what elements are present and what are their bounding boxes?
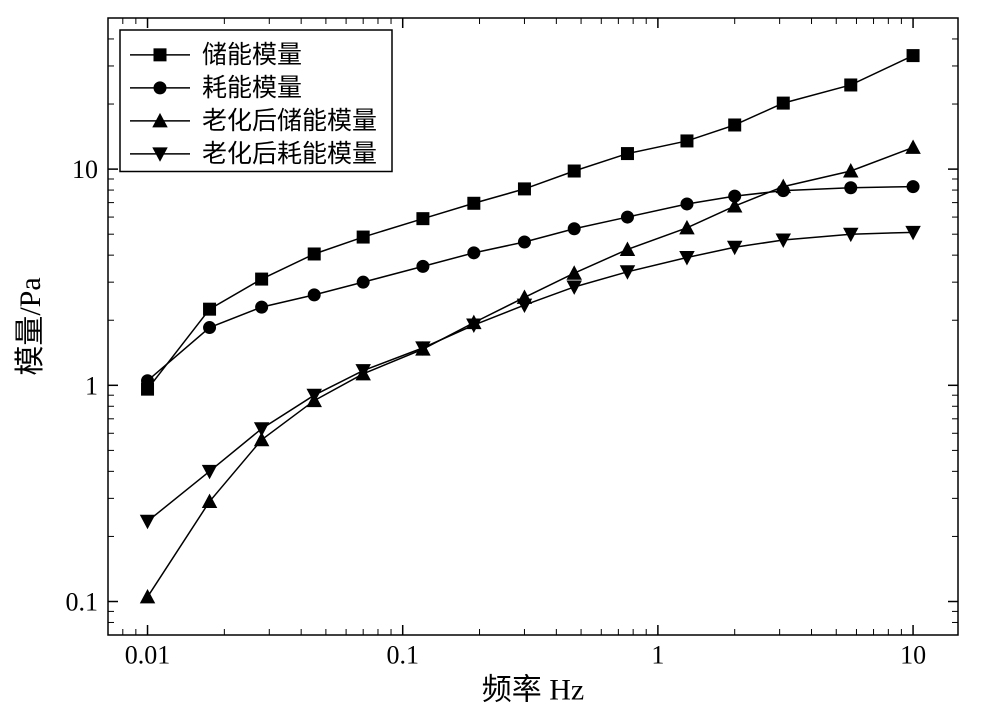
legend-label: 耗能模量 [202, 74, 302, 102]
legend-label: 老化后储能模量 [202, 107, 377, 135]
legend-label: 老化后耗能模量 [202, 140, 377, 168]
legend: 储能模量耗能模量老化后储能模量老化后耗能模量 [120, 30, 392, 172]
y-tick-label: 10 [72, 155, 98, 184]
x-tick-label: 10 [900, 641, 926, 670]
legend-label: 储能模量 [202, 41, 302, 69]
y-tick-label: 0.1 [66, 588, 99, 617]
series-老化后储能模量 [141, 141, 920, 603]
x-tick-label: 0.1 [386, 641, 419, 670]
y-tick-label: 1 [85, 371, 98, 400]
modulus-chart: 0.01 0.1 1 10 频率 Hz 0.1 1 10 模量/Pa 储能模量耗能模量老化后储能模… [0, 0, 1000, 713]
x-tick-label: 1 [651, 641, 664, 670]
y-axis-label: 模量/Pa [14, 277, 47, 375]
series-老化后耗能模量 [141, 226, 920, 528]
x-tick-label: 0.01 [125, 641, 171, 670]
x-axis-label: 频率 Hz [482, 674, 584, 707]
